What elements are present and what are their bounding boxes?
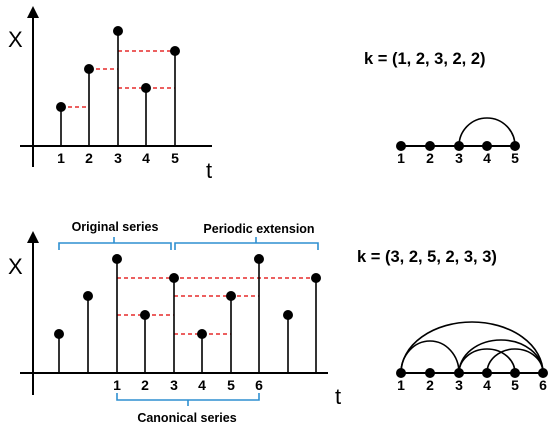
top-tick-label: 1 [57,150,65,166]
top-graph-node-label: 5 [511,150,519,166]
top-graph-node-label: 4 [483,150,491,166]
bottom-graph-arc [458,339,544,374]
bottom-graph-node [396,368,406,378]
bottom-tick-label: 3 [170,377,178,393]
top-series-plot: X t 1 2 3 4 5 [8,6,212,183]
top-graph-node [510,141,520,151]
bottom-point [283,310,293,320]
bottom-graph-node [538,368,548,378]
bottom-tick-label: 4 [198,377,206,393]
bottom-point [54,329,64,339]
top-graph-node [425,141,435,151]
top-point-2 [84,64,94,74]
bottom-y-axis-label: X [8,254,23,279]
bottom-point [226,291,236,301]
bottom-graph-arc [400,321,544,374]
brace-original-label: Original series [72,220,159,234]
bottom-degree-sequence: k = (3, 2, 5, 2, 3, 3) [357,248,497,266]
brace-periodic [174,237,319,250]
top-tick-label: 5 [171,150,179,166]
brace-canonical-label: Canonical series [137,411,236,423]
top-point-5 [170,46,180,56]
bottom-graph-node-label: 2 [426,377,434,393]
bottom-graph-node [510,368,520,378]
bottom-graph-arc [458,348,516,374]
bottom-graph-node-label: 6 [539,377,547,393]
bottom-tick-label: 5 [227,377,235,393]
top-tick-label: 2 [85,150,93,166]
bottom-point [197,329,207,339]
top-graph-node-label: 1 [397,150,405,166]
bottom-graph-node [482,368,492,378]
bottom-x-axis-label: t [335,384,341,409]
top-point-4 [141,83,151,93]
bottom-point [311,273,321,283]
top-y-axis-arrow-icon [27,6,39,18]
top-tick-label: 3 [114,150,122,166]
bottom-point [169,273,179,283]
bottom-graph-node-label: 1 [397,377,405,393]
bottom-graph-node [425,368,435,378]
top-graph-arc [458,117,516,147]
bottom-point [83,291,93,301]
bottom-series-plot: Original series Periodic extension Canon… [8,220,341,423]
bottom-y-axis-arrow-icon [27,231,39,243]
bottom-graph-node-label: 3 [455,377,463,393]
top-point-3 [113,26,123,36]
top-y-axis-label: X [8,27,23,52]
bottom-graph-arc [486,348,544,374]
top-graph-node-label: 2 [426,150,434,166]
top-x-axis-label: t [206,158,212,183]
bottom-graph-node-label: 4 [483,377,491,393]
top-graph-node [482,141,492,151]
bottom-point [254,254,264,264]
top-point-1 [56,102,66,112]
top-tick-label: 4 [142,150,150,166]
bottom-tick-label: 2 [141,377,149,393]
bottom-visibility-graph: 1 2 3 4 5 6 [396,321,548,393]
bottom-tick-label: 6 [255,377,263,393]
top-graph-node-label: 3 [455,150,463,166]
bottom-graph-node [454,368,464,378]
brace-original [58,237,172,250]
bottom-tick-label: 1 [113,377,121,393]
top-graph-node [396,141,406,151]
top-visibility-graph: 1 2 3 4 5 [396,117,520,166]
brace-canonical [116,393,260,406]
bottom-point [140,310,150,320]
bottom-graph-arc [400,340,460,374]
bottom-graph-node-label: 5 [511,377,519,393]
bottom-point [112,254,122,264]
top-graph-node [454,141,464,151]
top-degree-sequence: k = (1, 2, 3, 2, 2) [364,50,486,68]
brace-periodic-label: Periodic extension [203,222,314,236]
